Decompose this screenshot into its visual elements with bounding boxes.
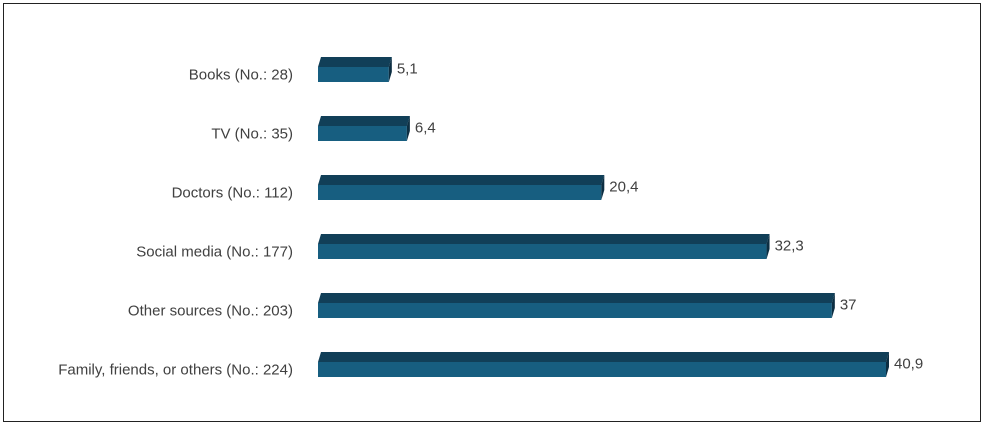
value-label: 32,3 bbox=[775, 238, 804, 255]
bar bbox=[318, 185, 602, 200]
value-label: 20,4 bbox=[609, 179, 638, 196]
category-label: Other sources (No.: 203) bbox=[128, 303, 293, 320]
bar-top-face bbox=[318, 234, 770, 244]
value-label: 40,9 bbox=[894, 356, 923, 373]
bar-side-face bbox=[388, 57, 392, 82]
bar bbox=[318, 126, 407, 141]
bar-group bbox=[318, 352, 889, 377]
bar-top-face bbox=[318, 293, 835, 303]
bars-layer bbox=[318, 57, 889, 377]
bar-top-face bbox=[318, 116, 410, 126]
bar-side-face bbox=[831, 293, 835, 318]
value-label: 6,4 bbox=[415, 120, 436, 137]
bar-group bbox=[318, 175, 605, 200]
bar bbox=[318, 244, 767, 259]
category-label: Doctors (No.: 112) bbox=[172, 185, 293, 202]
category-label: Books (No.: 28) bbox=[189, 67, 293, 84]
value-label: 37 bbox=[840, 297, 857, 314]
category-label: TV (No.: 35) bbox=[211, 126, 293, 143]
bar-side-face bbox=[406, 116, 410, 141]
bar-group bbox=[318, 57, 392, 82]
bar-top-face bbox=[318, 175, 605, 185]
bar-top-face bbox=[318, 57, 392, 67]
labels-layer: Books (No.: 28) 5,1 TV (No.: 35) 6,4 Doctors… bbox=[58, 61, 923, 379]
category-label: Social media (No.: 177) bbox=[136, 244, 293, 261]
bar-top-face bbox=[318, 352, 889, 362]
bar-side-face bbox=[601, 175, 605, 200]
bar bbox=[318, 362, 886, 377]
category-label: Family, friends, or others (No.: 224) bbox=[58, 362, 293, 379]
bar-group bbox=[318, 293, 835, 318]
bar-side-face bbox=[886, 352, 889, 377]
bar bbox=[318, 303, 832, 318]
bar bbox=[318, 67, 389, 82]
bar-group bbox=[318, 234, 770, 259]
value-label: 5,1 bbox=[397, 61, 418, 78]
bar-side-face bbox=[766, 234, 770, 259]
bar-group bbox=[318, 116, 410, 141]
